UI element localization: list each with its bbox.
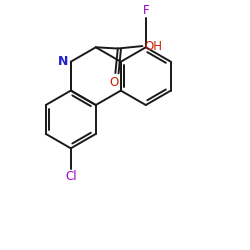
Text: O: O <box>110 76 119 89</box>
Text: Cl: Cl <box>65 170 76 183</box>
Text: N: N <box>58 55 68 68</box>
Text: F: F <box>142 4 149 17</box>
Text: OH: OH <box>144 40 162 52</box>
